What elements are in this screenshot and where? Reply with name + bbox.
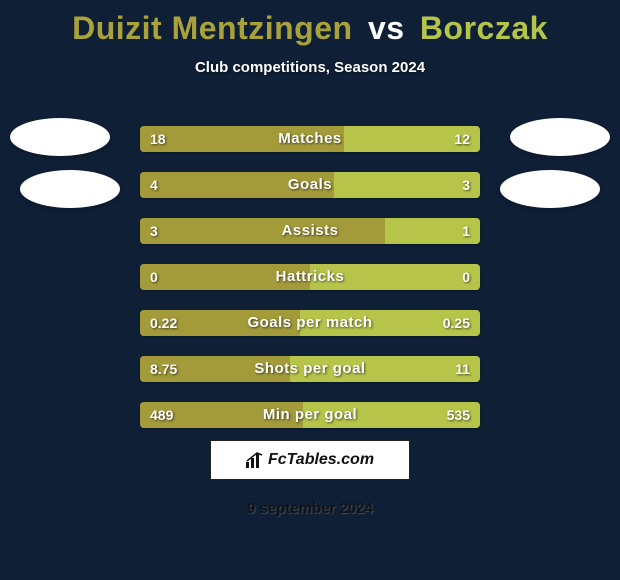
stat-row: 31Assists — [140, 218, 480, 244]
avatar-left — [20, 170, 120, 208]
stat-row: 1812Matches — [140, 126, 480, 152]
comparison-infographic: Duizit Mentzingen vs Borczak Club compet… — [0, 0, 620, 580]
avatar-right — [500, 170, 600, 208]
stat-row: 00Hattricks — [140, 264, 480, 290]
stat-row: 0.220.25Goals per match — [140, 310, 480, 336]
subtitle: Club competitions, Season 2024 — [0, 59, 620, 76]
stat-label: Assists — [140, 218, 480, 244]
player1-name: Duizit Mentzingen — [72, 10, 352, 46]
vs-text: vs — [368, 10, 405, 46]
stat-label: Goals per match — [140, 310, 480, 336]
stats-chart: 1812Matches 43Goals 31Assists 00Hattricks 0.… — [140, 126, 480, 448]
stat-label: Matches — [140, 126, 480, 152]
stat-row: 43Goals — [140, 172, 480, 198]
stat-label: Shots per goal — [140, 356, 480, 382]
player2-name: Borczak — [420, 10, 548, 46]
page-title: Duizit Mentzingen vs Borczak — [0, 0, 620, 47]
stat-row: 489535Min per goal — [140, 402, 480, 428]
avatar-left — [10, 118, 110, 156]
stat-row: 8.7511Shots per goal — [140, 356, 480, 382]
stat-label: Min per goal — [140, 402, 480, 428]
logo-text: FcTables.com — [268, 451, 374, 469]
chart-icon — [246, 452, 264, 468]
stat-label: Hattricks — [140, 264, 480, 290]
avatar-right — [510, 118, 610, 156]
stat-label: Goals — [140, 172, 480, 198]
date-text: 9 september 2024 — [0, 500, 620, 517]
source-logo: FcTables.com — [210, 440, 410, 480]
